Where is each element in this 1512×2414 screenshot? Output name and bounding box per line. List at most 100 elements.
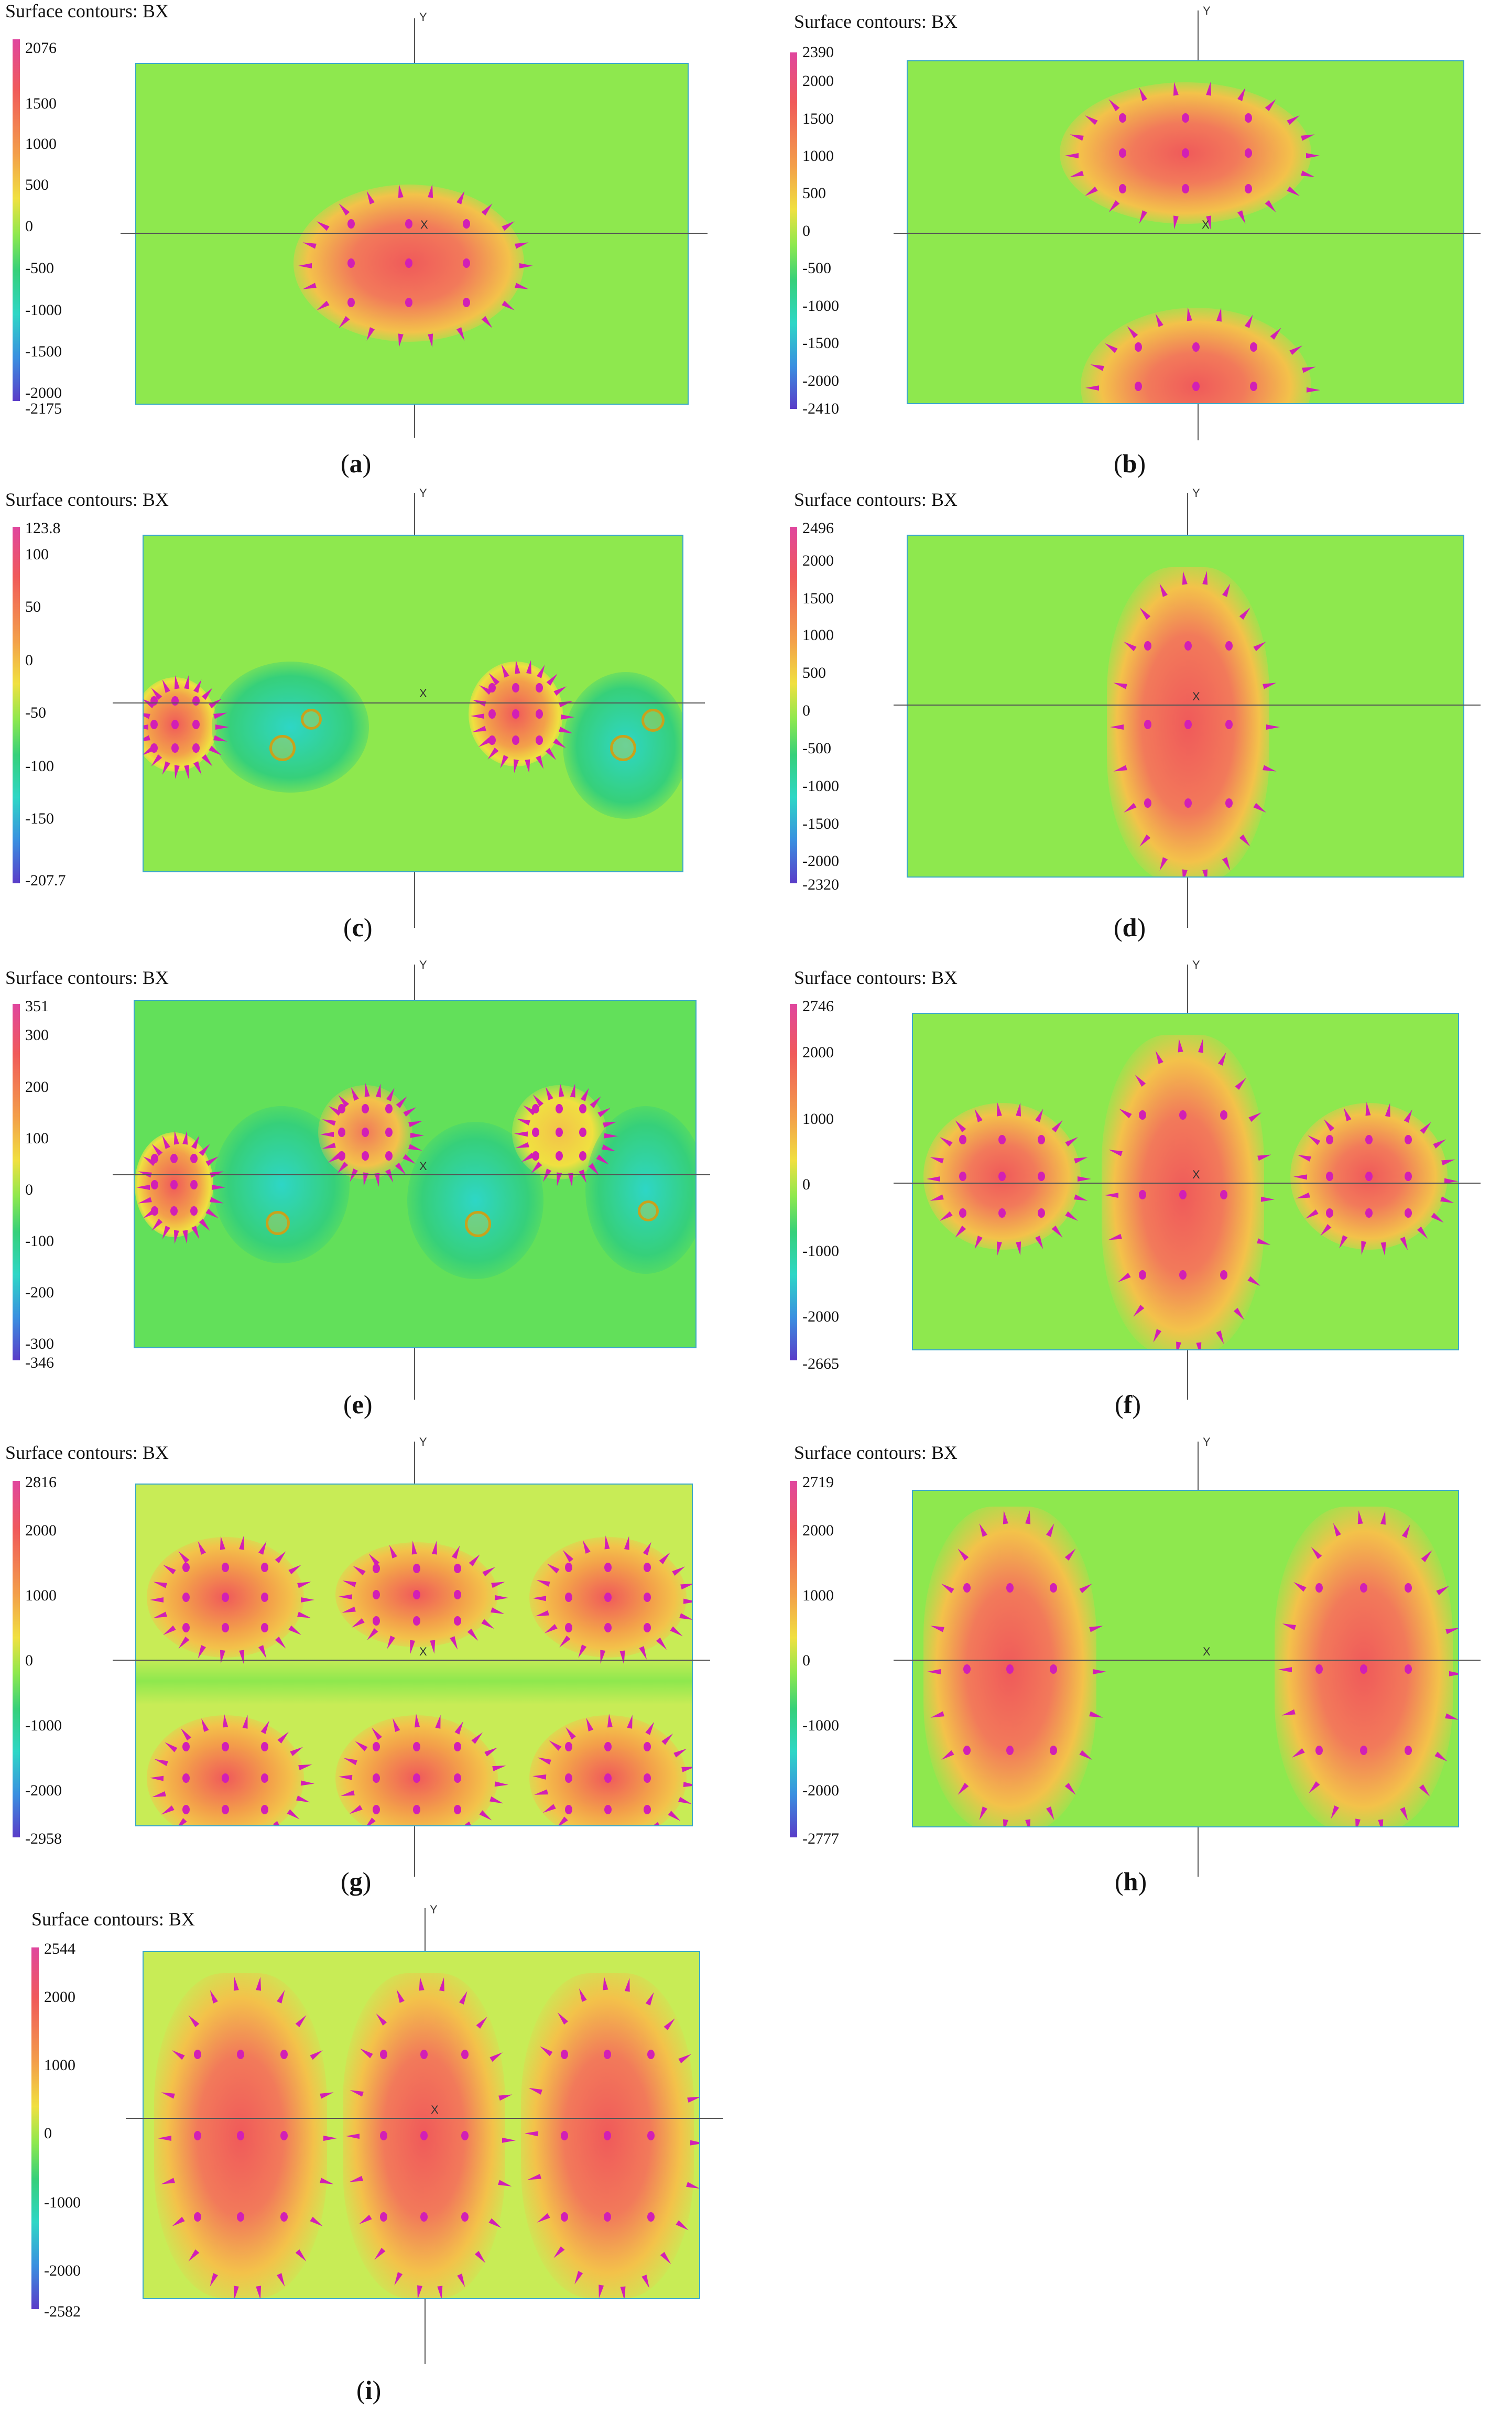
field-vector [347,298,355,307]
field-vector [556,1151,563,1161]
field-vector [494,1595,508,1601]
colorbar-max: 123.8 [25,519,61,537]
field-vector [150,1180,158,1189]
field-vector [182,1805,190,1814]
field-vector [413,1616,420,1626]
field-vector [453,1564,461,1573]
colorbar-min: -207.7 [25,872,66,889]
field-vector [1260,1197,1275,1203]
field-vector [481,1619,496,1631]
colorbar-tick: 1500 [802,590,834,607]
field-vector [298,263,312,268]
field-vector [560,2050,568,2059]
x-axis-label: X [420,218,428,231]
panel-caption: (b) [1114,449,1146,478]
magnet-marker [610,735,636,761]
field-vector [463,258,470,268]
colorbar-tick: -200 [25,1284,54,1301]
field-vector [479,1810,494,1823]
colorbar-max: 2746 [802,998,834,1015]
field-vector [679,1613,692,1622]
field-vector [338,1151,345,1161]
field-vector [379,2131,387,2140]
panel-title: Surface contours: BX [794,11,958,32]
colorbar-tick: 0 [25,652,33,669]
field-vector [532,1151,539,1161]
field-vector [1119,113,1126,123]
x-axis [894,1183,1481,1184]
colorbar-tick: 2000 [802,72,834,90]
colorbar-tick: -1000 [802,777,839,795]
panel-caption: (f) [1115,1390,1141,1419]
field-vector [190,1180,198,1189]
field-map [907,60,1464,404]
field-vector [1225,798,1233,808]
field-vector [561,715,575,720]
y-axis-label: Y [419,1435,427,1448]
field-vector [1038,1135,1045,1144]
field-vector [385,1128,393,1137]
field-vector [488,683,496,692]
field-vector [502,2138,516,2144]
field-vector [222,1742,229,1751]
field-vector [170,1154,178,1163]
field-vector [1135,382,1142,391]
field-vector [191,1226,202,1241]
colorbar-tick: 0 [802,1176,810,1193]
field-vector [1110,724,1124,730]
field-vector [644,1773,651,1783]
field-vector [1074,1194,1089,1204]
field-vector [1192,382,1200,391]
field-vector [998,1172,1006,1181]
field-vector [190,1154,198,1163]
colorbar-max: 2544 [44,1940,75,1957]
field-vector [413,1773,420,1783]
field-vector [296,1795,311,1805]
colorbar-tick: -2000 [802,852,839,870]
field-vector [1365,1172,1373,1181]
field-vector [287,1809,301,1822]
colorbar-tick: 1000 [25,1587,57,1604]
field-vector [453,1773,461,1783]
field-vector [379,2212,387,2222]
colorbar-tick: 1000 [802,147,834,165]
field-vector [237,2212,244,2222]
field-vector [670,1626,684,1639]
field-vector [1182,183,1189,193]
field-vector [171,720,179,729]
field-vector [372,1742,380,1751]
panel-e: Surface contours: BX 351 300 200 100 0 -… [0,954,744,1426]
field-vector [136,1185,150,1190]
cool-region [136,1658,692,1705]
field-vector [1182,148,1189,158]
field-vector [532,1128,539,1137]
field-vector [150,1154,158,1163]
magnet-marker [638,1200,659,1221]
field-vector [927,1669,941,1674]
field-vector [144,724,149,730]
field-vector [301,1597,314,1603]
field-vector [413,1564,420,1573]
field-vector [1365,1208,1373,1218]
field-vector [150,1597,164,1603]
field-vector [405,298,412,307]
field-vector [553,684,569,696]
field-vector [927,1176,940,1182]
field-vector [362,1151,369,1161]
field-vector [1225,641,1233,651]
field-vector [1138,1190,1146,1199]
field-vector [1093,1669,1107,1674]
field-vector [494,1781,508,1788]
field-vector [413,1590,420,1599]
panel-g: Surface contours: BX 2816 2000 1000 0 -1… [0,1431,744,1903]
field-vector [339,1594,353,1599]
field-vector [565,1622,572,1632]
colorbar [790,1004,797,1360]
colorbar-tick: 2000 [802,1044,834,1061]
colorbar-tick: 0 [802,702,810,719]
field-vector [1405,1172,1412,1181]
field-vector [604,2212,611,2222]
panel-f: Surface contours: BX 2746 2000 1000 0 -1… [768,954,1512,1426]
field-vector [536,683,543,692]
magnet-marker [465,1211,491,1237]
